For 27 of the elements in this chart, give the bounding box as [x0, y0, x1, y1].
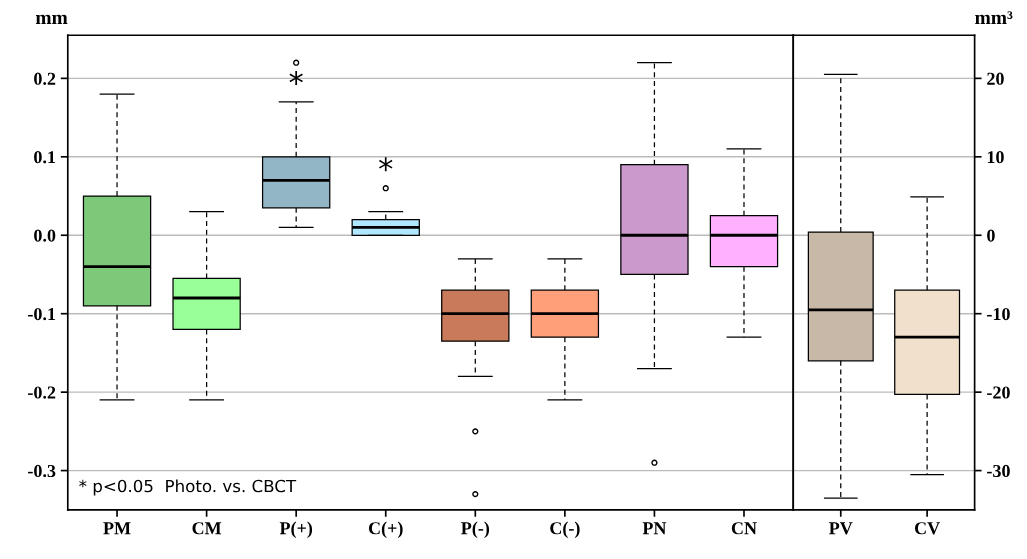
annotation: *: [289, 70, 303, 85]
y-tick-label: -0.2: [28, 386, 56, 399]
x-tick-label: PV: [829, 522, 853, 535]
y-tick-label: -0.3: [28, 464, 56, 478]
x-tick-label: CN: [731, 522, 757, 535]
y-tick-label: 0.0: [34, 229, 56, 242]
y-tick-label: 0.1: [34, 151, 56, 164]
x-tick-label: PM: [103, 522, 131, 535]
y2-tick-label: -30: [987, 464, 1010, 478]
y-tick-label: -0.1: [28, 307, 56, 321]
x-tick-label: P(-): [461, 521, 490, 538]
x-tick-label: C(+): [368, 521, 403, 538]
y2-tick-label: 10: [987, 151, 1004, 164]
x-tick-label: C(-): [550, 521, 580, 538]
y-tick-label: 0.2: [34, 72, 56, 85]
x-tick-label: PN: [642, 522, 667, 535]
x-tick-label: CV: [914, 522, 940, 535]
x-tick-label: CM: [192, 522, 222, 535]
x-tick-label: P(+): [279, 521, 313, 538]
y2-tick-label: 0: [987, 229, 995, 242]
y-axis-title: mm: [35, 14, 68, 24]
y2-tick-label: -10: [987, 307, 1010, 321]
y2-tick-label: 20: [987, 72, 1004, 85]
annotation: *: [379, 157, 393, 172]
y2-tick-label: -20: [987, 386, 1010, 399]
annotation: * p<0.05 Photo. vs. CBCT: [79, 479, 297, 496]
y2-axis-title: mm³: [975, 11, 1013, 24]
